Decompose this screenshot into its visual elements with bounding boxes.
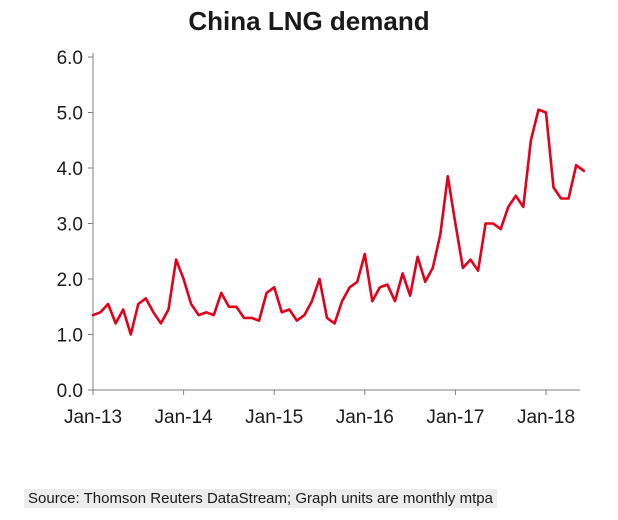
x-tick-label: Jan-17: [426, 407, 484, 428]
x-axis-ticks: Jan-13 Jan-14 Jan-15 Jan-16 Jan-17 Jan-18: [64, 390, 575, 428]
y-tick-label: 4.0: [57, 159, 83, 180]
x-tick-label: Jan-13: [64, 407, 122, 428]
y-tick-label: 0.0: [57, 381, 83, 402]
x-tick-label: Jan-16: [336, 407, 394, 428]
chart-axes: [92, 53, 580, 391]
y-axis-ticks: 0.0 1.0 2.0 3.0 4.0 5.0 6.0: [57, 48, 93, 402]
chart-series: [91, 108, 586, 336]
x-tick-label: Jan-15: [245, 407, 303, 428]
series-line-china-lng-demand: [91, 108, 586, 336]
chart-title: China LNG demand: [188, 6, 430, 36]
y-tick-label: 1.0: [57, 326, 83, 347]
y-tick-label: 3.0: [57, 215, 83, 236]
x-tick-label: Jan-18: [517, 407, 575, 428]
x-tick-label: Jan-14: [155, 407, 214, 428]
y-tick-label: 2.0: [57, 270, 83, 291]
source-note: Source: Thomson Reuters DataStream; Grap…: [24, 489, 497, 508]
y-tick-label: 5.0: [57, 104, 83, 125]
y-tick-label: 6.0: [57, 48, 83, 69]
